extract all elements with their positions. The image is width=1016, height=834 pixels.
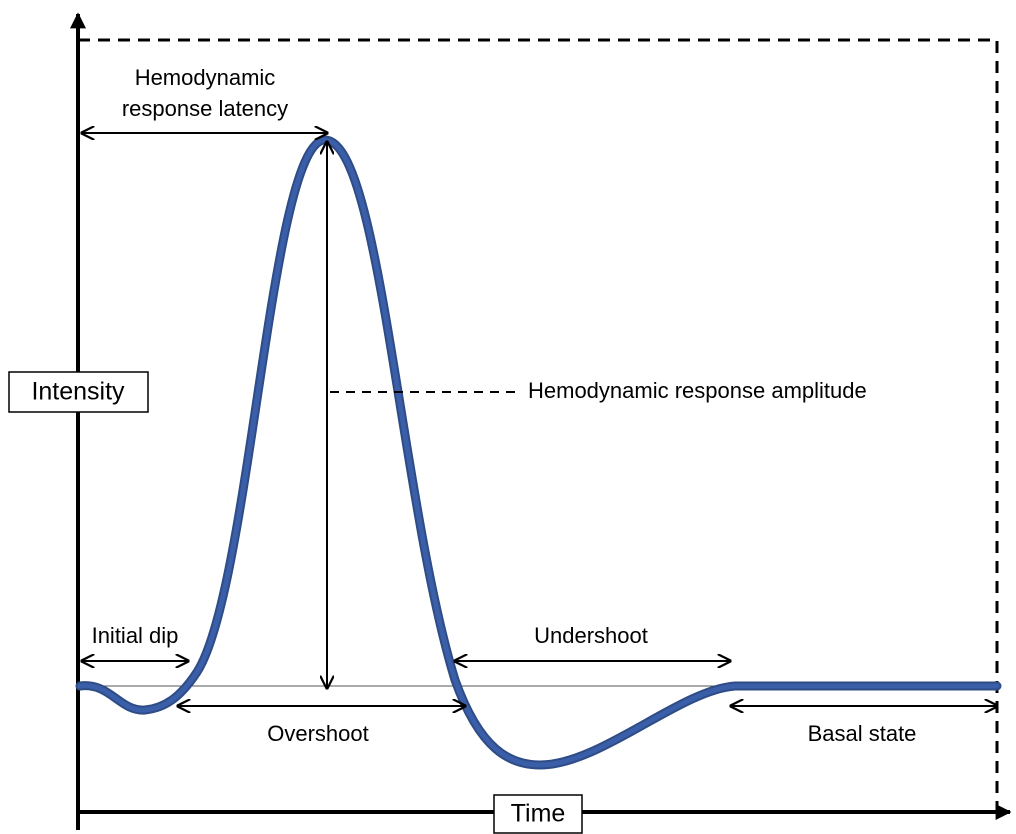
latency-label: Hemodynamic [135,65,276,90]
response-curve-edge [75,135,1002,770]
amplitude-label: Hemodynamic response amplitude [528,378,867,403]
x-axis-label: Time [511,800,566,828]
dashed-frame [78,38,999,812]
response-curve [77,137,1000,768]
x-label-box [493,794,583,834]
overshoot-label: Overshoot [267,721,369,746]
y-label-box [8,371,149,413]
latency-label: response latency [122,96,288,121]
y-axis-label: Intensity [31,378,125,406]
undershoot-label: Undershoot [534,623,648,648]
basal-label: Basal state [808,721,917,746]
initial-dip-label: Initial dip [92,623,179,648]
